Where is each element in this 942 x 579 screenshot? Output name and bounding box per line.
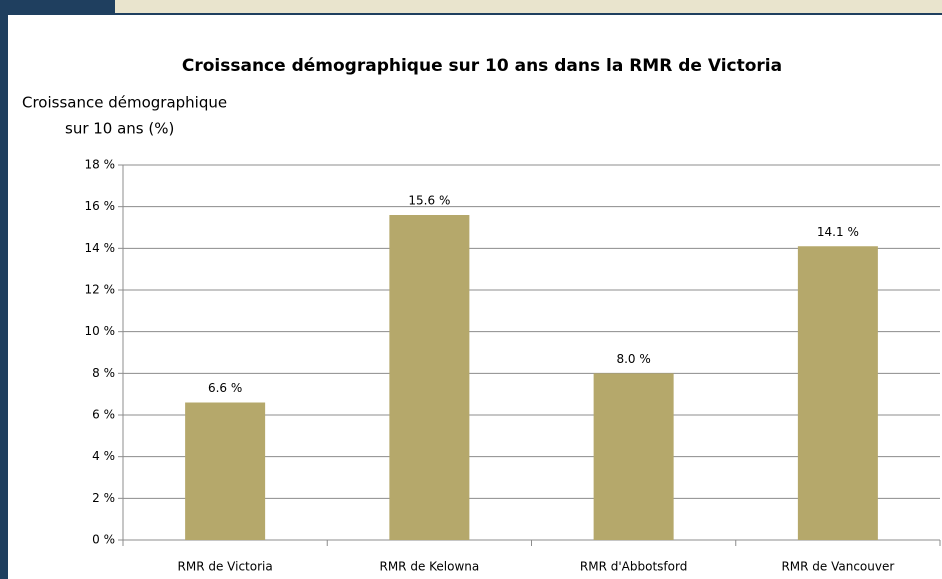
x-tick-label: RMR d'Abbotsford [580, 560, 687, 574]
x-tick-label: RMR de Kelowna [379, 560, 479, 574]
top-strip [0, 0, 942, 14]
y-axis-title: sur 10 ans (%) [65, 120, 174, 138]
value-label: 8.0 % [616, 352, 650, 366]
y-tick-label: 14 % [85, 241, 116, 255]
figure-tab [0, 0, 115, 14]
bar [185, 402, 266, 540]
x-tick-label: RMR de Victoria [178, 560, 273, 574]
y-axis-title: Croissance démographique [22, 94, 227, 112]
x-tick-label: RMR de Vancouver [781, 560, 894, 574]
bar [797, 246, 878, 540]
chart-title: Croissance démographique sur 10 ans dans… [182, 56, 782, 76]
y-tick-label: 10 % [85, 324, 116, 338]
value-label: 6.6 % [208, 381, 242, 395]
y-tick-label: 12 % [85, 283, 116, 297]
y-tick-label: 2 % [92, 491, 115, 505]
y-tick-label: 0 % [92, 533, 115, 547]
bar [593, 373, 674, 540]
left-border [0, 0, 8, 579]
y-tick-label: 6 % [92, 408, 115, 422]
value-label: 15.6 % [408, 194, 450, 208]
bar [389, 215, 470, 540]
y-tick-label: 4 % [92, 449, 115, 463]
y-tick-label: 16 % [85, 199, 116, 213]
value-label: 14.1 % [817, 225, 859, 239]
y-tick-label: 8 % [92, 366, 115, 380]
y-tick-label: 18 % [85, 158, 116, 172]
